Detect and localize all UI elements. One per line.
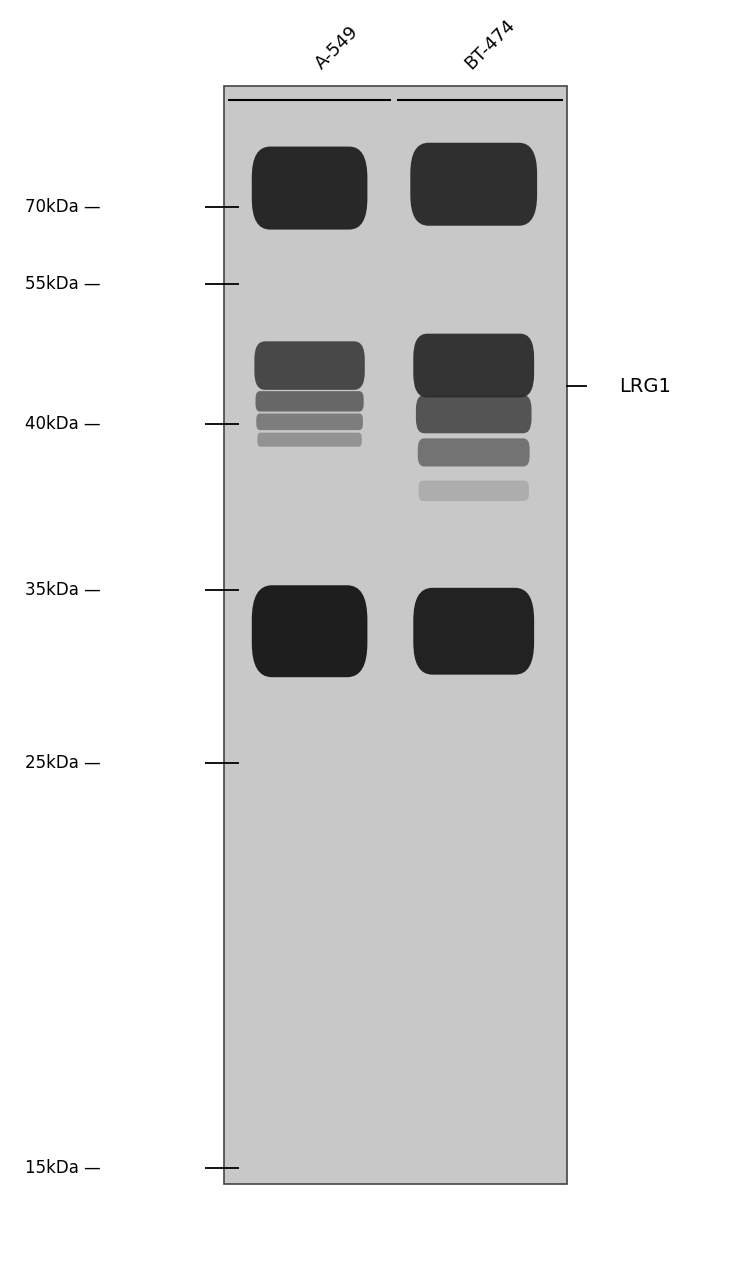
FancyBboxPatch shape: [254, 342, 365, 390]
FancyBboxPatch shape: [224, 86, 567, 1184]
Text: 40kDa —: 40kDa —: [25, 415, 101, 434]
FancyBboxPatch shape: [251, 585, 367, 677]
Text: 25kDa —: 25kDa —: [25, 754, 101, 772]
FancyBboxPatch shape: [413, 588, 534, 675]
Text: LRG1: LRG1: [619, 376, 671, 396]
Text: A-549: A-549: [312, 23, 362, 73]
FancyBboxPatch shape: [255, 392, 363, 412]
FancyBboxPatch shape: [410, 143, 537, 225]
FancyBboxPatch shape: [251, 147, 367, 229]
FancyBboxPatch shape: [257, 433, 362, 447]
FancyBboxPatch shape: [419, 480, 529, 500]
FancyBboxPatch shape: [418, 438, 530, 466]
Text: 70kDa —: 70kDa —: [25, 198, 101, 216]
Text: BT-474: BT-474: [461, 17, 518, 73]
FancyBboxPatch shape: [413, 334, 534, 398]
FancyBboxPatch shape: [416, 396, 531, 433]
Text: 15kDa —: 15kDa —: [25, 1158, 101, 1176]
Text: 35kDa —: 35kDa —: [25, 581, 101, 599]
Text: 55kDa —: 55kDa —: [25, 275, 101, 293]
FancyBboxPatch shape: [257, 413, 363, 430]
